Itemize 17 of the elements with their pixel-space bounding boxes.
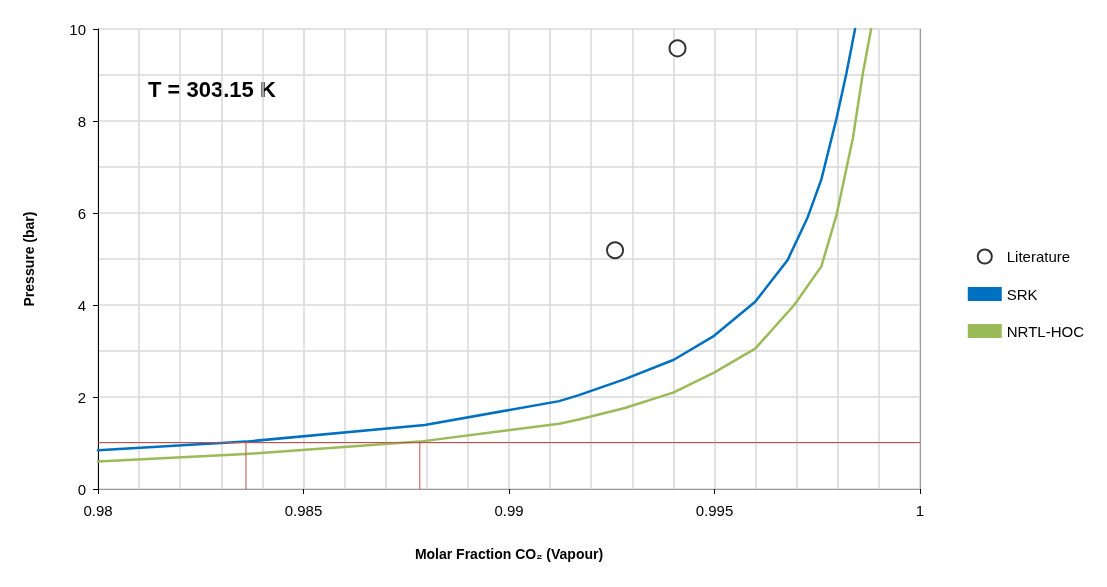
y-tick-label: 2 (77, 388, 86, 406)
x-axis-title: Molar Fraction CO₂ (Vapour) (414, 546, 604, 562)
x-tick-label: 0.98 (83, 502, 113, 519)
x-tick-label: 0.995 (695, 502, 734, 519)
legend-label: SRK (1006, 285, 1038, 303)
y-tick-label: 10 (69, 20, 86, 38)
y-tick-label: 4 (77, 296, 86, 314)
x-tick-label: 0.99 (494, 502, 524, 519)
legend-label: Literature (1006, 248, 1071, 265)
annotation: T = 303.15 K (148, 76, 276, 102)
legend-label: NRTL-HOC (1006, 322, 1085, 340)
y-axis-title: Pressure (bar) (21, 211, 37, 307)
x-tick-label: 0.985 (284, 502, 323, 519)
y-tick-label: 0 (77, 480, 86, 498)
y-tick-label: 8 (77, 112, 86, 130)
y-tick-label: 6 (77, 204, 86, 222)
x-tick-label: 1 (915, 502, 925, 519)
